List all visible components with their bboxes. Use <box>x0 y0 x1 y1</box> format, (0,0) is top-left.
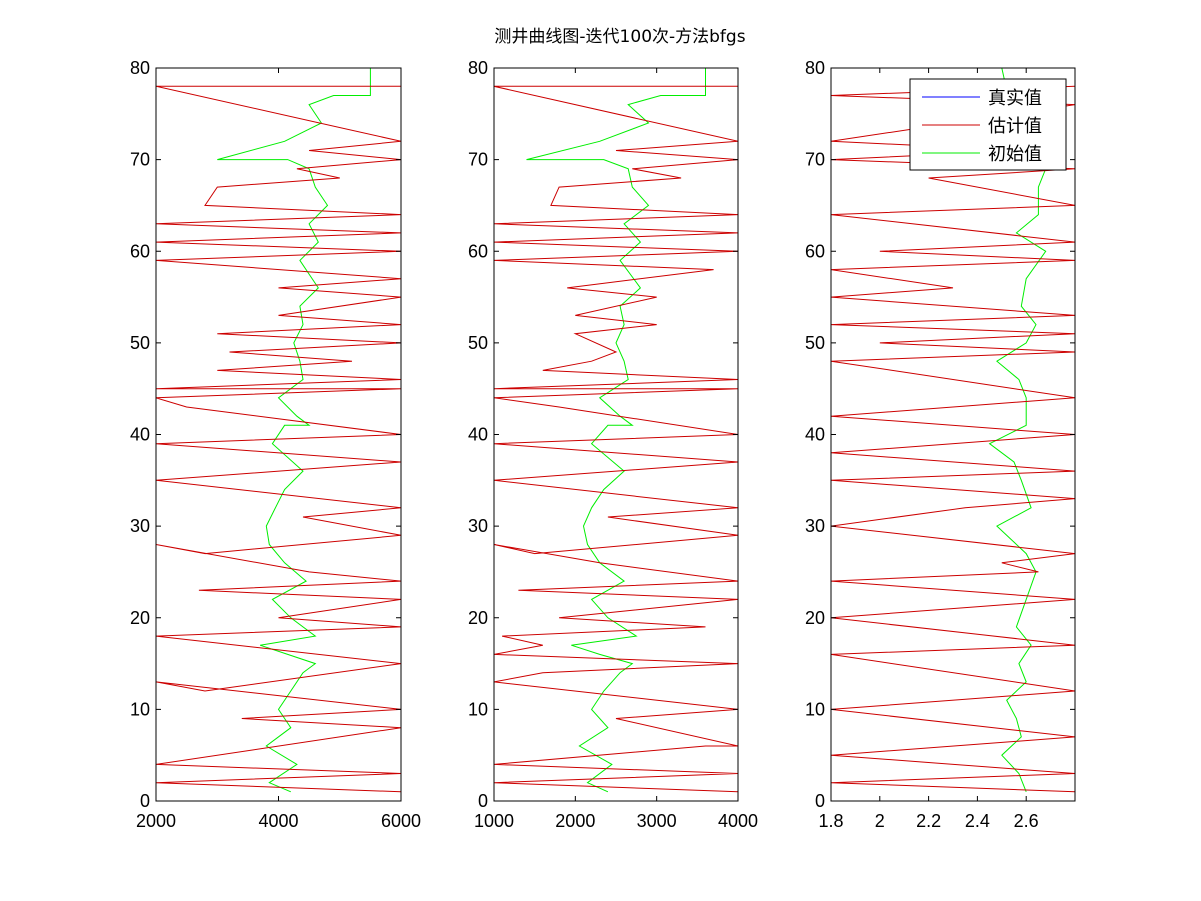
y-tick-label: 50 <box>468 333 488 353</box>
y-tick-label: 10 <box>468 699 488 719</box>
y-tick-label: 80 <box>468 58 488 78</box>
y-tick-label: 20 <box>130 608 150 628</box>
y-tick-label: 30 <box>468 516 488 536</box>
y-tick-label: 10 <box>805 699 825 719</box>
series-initial-line <box>217 68 371 793</box>
series-initial-line <box>526 68 706 793</box>
series-initial-line <box>988 68 1047 792</box>
y-tick-label: 30 <box>130 516 150 536</box>
y-tick-label: 0 <box>140 791 150 811</box>
x-tick-label: 2.2 <box>916 811 941 831</box>
y-tick-label: 20 <box>805 608 825 628</box>
x-tick-label: 2 <box>875 811 885 831</box>
x-tick-label: 3000 <box>637 811 677 831</box>
legend-label-true: 真实值 <box>988 88 1042 109</box>
x-tick-label: 2.6 <box>1014 811 1039 831</box>
panel-2: 0 10 20 30 40 50 60 70 80 1000 2000 3000 4000 <box>468 58 758 831</box>
series-estimate-line <box>156 85 401 793</box>
y-tick-label: 70 <box>805 150 825 170</box>
y-tick-label: 80 <box>805 58 825 78</box>
y-tick-label: 60 <box>130 241 150 261</box>
y-tick-label: 10 <box>130 699 150 719</box>
legend-label-estimate: 估计值 <box>988 116 1042 137</box>
x-tick-label: 1000 <box>474 811 514 831</box>
x-tick-label: 2000 <box>136 811 176 831</box>
x-tick-label: 1.8 <box>818 811 843 831</box>
y-tick-label: 70 <box>468 150 488 170</box>
series-estimate-line <box>494 85 738 793</box>
legend-label-initial: 初始值 <box>988 144 1042 165</box>
x-tick-label: 6000 <box>381 811 421 831</box>
x-tick-label: 4000 <box>718 811 758 831</box>
y-tick-label: 40 <box>468 425 488 445</box>
figure-title: 测井曲线图-迭代100次-方法bfgs <box>494 27 745 47</box>
y-tick-label: 50 <box>130 333 150 353</box>
x-tick-label: 2.4 <box>965 811 990 831</box>
y-tick-label: 20 <box>468 608 488 628</box>
y-tick-label: 60 <box>805 241 825 261</box>
y-tick-label: 0 <box>478 791 488 811</box>
y-tick-label: 30 <box>805 516 825 536</box>
y-tick-label: 60 <box>468 241 488 261</box>
x-tick-label: 4000 <box>258 811 298 831</box>
y-tick-label: 40 <box>805 425 825 445</box>
y-tick-label: 80 <box>130 58 150 78</box>
y-tick-label: 0 <box>815 791 825 811</box>
panel-1: 0 10 20 30 40 50 60 70 80 2000 4000 6000 <box>130 58 421 831</box>
series-estimate-line <box>831 85 1075 793</box>
x-tick-label: 2000 <box>555 811 595 831</box>
y-tick-label: 70 <box>130 150 150 170</box>
y-tick-label: 40 <box>130 425 150 445</box>
y-tick-label: 50 <box>805 333 825 353</box>
panel-3: 0 10 20 30 40 50 60 70 80 1.8 2 2.2 2.4 2.6 <box>805 58 1076 831</box>
